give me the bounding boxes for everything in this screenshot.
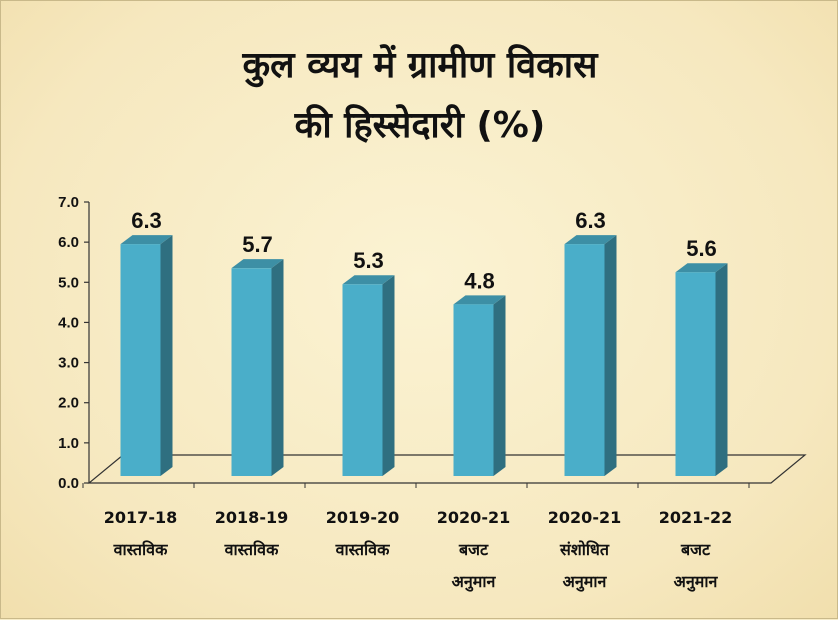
bar-side	[493, 295, 506, 476]
bar-top	[231, 259, 284, 269]
x-tick-label: 2017-18	[104, 508, 177, 527]
data-label: 5.7	[242, 232, 273, 257]
bar	[675, 272, 716, 476]
chart-subtitle: की हिस्सेदारी (%)	[294, 105, 546, 146]
x-tick-label: अनुमान	[674, 572, 719, 592]
x-tick-label: वास्तविक	[113, 540, 168, 559]
x-tick-label: 2020-21	[437, 508, 510, 527]
y-tick-label: 3.0	[58, 355, 79, 372]
y-tick-label: 5.0	[58, 274, 79, 291]
bar-top	[342, 275, 395, 285]
x-tick-label: 2020-21	[548, 508, 621, 527]
bar-top	[675, 263, 728, 273]
chart-floor	[87, 454, 807, 484]
data-label: 4.8	[464, 268, 495, 293]
chart-title: कुल व्यय में ग्रामीण विकास	[242, 45, 598, 86]
x-tick-label: संशोधित	[559, 540, 610, 559]
x-tick-label: वास्तविक	[224, 540, 279, 559]
data-label: 5.3	[353, 248, 384, 273]
y-tick-label: 4.0	[58, 314, 79, 331]
bar	[453, 304, 494, 476]
y-tick-label: 7.0	[58, 194, 79, 211]
bar-side	[715, 263, 728, 476]
y-tick-label: 0.0	[58, 475, 79, 492]
bar	[342, 284, 383, 476]
x-tick-label: बजट	[458, 540, 489, 559]
y-tick-label: 1.0	[58, 435, 79, 452]
bar-side	[604, 235, 617, 476]
y-tick-label: 2.0	[58, 395, 79, 412]
bar-side	[271, 259, 284, 476]
x-tick-label: 2018-19	[215, 508, 288, 527]
x-tick-label: बजट	[680, 540, 711, 559]
data-label: 6.3	[131, 208, 162, 233]
bar-top	[120, 235, 173, 245]
bar-top	[564, 235, 617, 245]
bar	[231, 268, 272, 476]
x-tick-label: 2021-22	[659, 508, 732, 527]
y-tick-label: 6.0	[58, 234, 79, 251]
bar-side	[160, 235, 173, 476]
data-label: 5.6	[686, 236, 717, 261]
bar-top	[453, 295, 506, 305]
x-tick-label: वास्तविक	[335, 540, 390, 559]
bar	[564, 244, 605, 476]
bar	[120, 244, 161, 476]
x-tick-label: अनुमान	[563, 572, 608, 592]
data-label: 6.3	[575, 208, 606, 233]
bar-side	[382, 275, 395, 476]
x-tick-label: 2019-20	[326, 508, 399, 527]
x-tick-label: अनुमान	[452, 572, 497, 592]
